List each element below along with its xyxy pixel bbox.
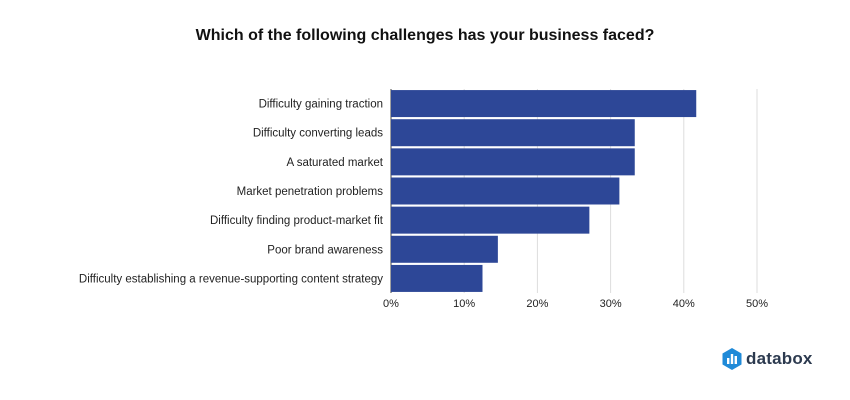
- category-labels: Difficulty gaining traction Difficulty co…: [79, 99, 384, 286]
- bar: [391, 264, 483, 292]
- x-tick-label: 30%: [600, 298, 622, 310]
- bar: [391, 235, 498, 263]
- category-label: Market penetration problems: [237, 186, 384, 198]
- bar: [391, 119, 635, 147]
- bar: [391, 90, 697, 118]
- bar: [391, 206, 590, 234]
- x-tick-label: 50%: [746, 298, 768, 310]
- category-label: A saturated market: [286, 157, 383, 169]
- x-tick-label: 10%: [453, 298, 475, 310]
- x-tick-labels: 0% 10% 20% 30% 40% 50%: [383, 298, 768, 310]
- category-label: Difficulty gaining traction: [259, 99, 383, 111]
- x-tick-label: 20%: [526, 298, 548, 310]
- databox-logo-icon: [722, 348, 742, 370]
- category-label: Difficulty converting leads: [253, 128, 383, 140]
- category-label: Poor brand awareness: [267, 244, 383, 256]
- chart-title: Which of the following challenges has yo…: [195, 27, 655, 44]
- databox-wordmark: databox: [746, 349, 813, 368]
- bar: [391, 148, 635, 176]
- x-tick-label: 0%: [383, 298, 399, 310]
- category-label: Difficulty finding product-market fit: [210, 215, 384, 227]
- category-label: Difficulty establishing a revenue-suppor…: [79, 273, 383, 285]
- bar: [391, 177, 620, 205]
- bars: [391, 90, 697, 292]
- x-tick-label: 40%: [673, 298, 695, 310]
- databox-logo: databox: [722, 348, 813, 370]
